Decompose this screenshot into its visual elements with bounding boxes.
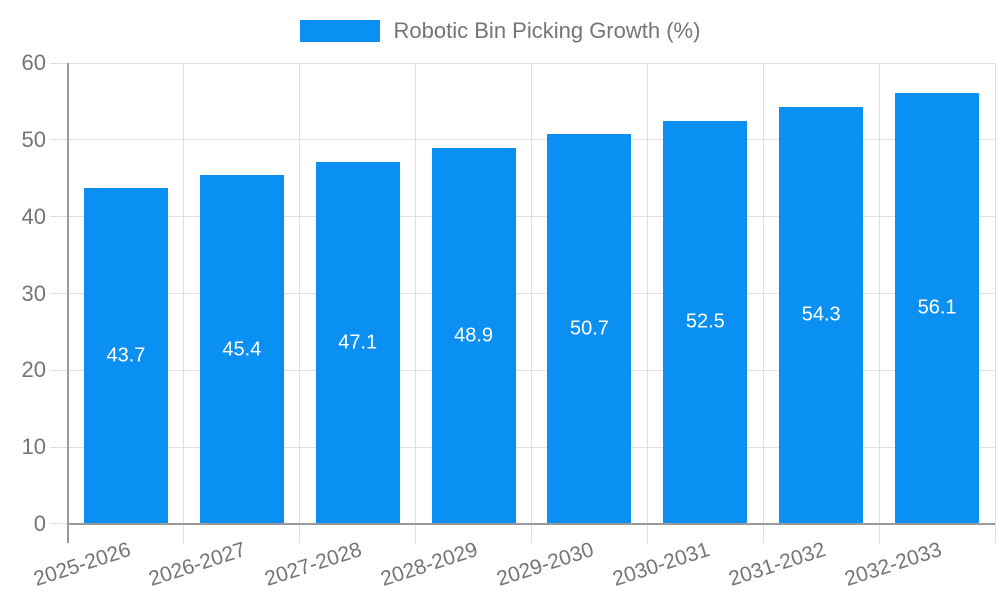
bar[interactable]: 48.9 — [431, 148, 516, 524]
y-tick-label: 0 — [33, 511, 46, 536]
x-axis-line — [68, 523, 995, 525]
bar-value-label: 43.7 — [106, 344, 146, 367]
legend-label: Robotic Bin Picking Growth (%) — [393, 18, 701, 43]
bar[interactable]: 54.3 — [779, 106, 864, 524]
y-axis-line — [67, 63, 69, 543]
bar[interactable]: 47.1 — [315, 162, 400, 524]
gridline-horizontal — [50, 293, 995, 294]
bar-value-label: 56.1 — [917, 296, 957, 319]
x-tick-label: 2029-2030 — [493, 538, 597, 591]
x-tick-label: 2028-2029 — [378, 538, 481, 591]
legend[interactable]: Robotic Bin Picking Growth (%) — [0, 16, 1000, 46]
plot-area: 43.7 45.4 47.1 48.9 50.7 52.5 54.3 56.1 — [50, 62, 996, 543]
gridline-vertical — [183, 63, 185, 543]
bar-value-label: 48.9 — [454, 324, 494, 347]
bar-value-label: 54.3 — [801, 303, 841, 326]
x-axis-tick — [50, 523, 68, 524]
x-tick-label: 2027-2028 — [262, 538, 365, 591]
bar[interactable]: 45.4 — [199, 175, 284, 524]
gridline-horizontal — [50, 62, 995, 64]
gridline-vertical — [531, 63, 532, 543]
gridline-vertical — [994, 63, 996, 543]
y-tick-label: 60 — [21, 50, 46, 75]
gridline-horizontal — [50, 446, 995, 448]
gridline-horizontal — [50, 369, 995, 371]
y-tick-label: 40 — [21, 203, 46, 229]
bar-value-label: 45.4 — [222, 338, 262, 361]
gridline-horizontal — [50, 216, 995, 218]
x-tick-label: 2030-2031 — [609, 538, 713, 591]
legend-swatch[interactable] — [299, 20, 380, 42]
y-tick-label: 20 — [21, 357, 46, 383]
bar[interactable]: 52.5 — [663, 120, 748, 524]
bar-value-label: 47.1 — [338, 331, 378, 354]
bar-value-label: 52.5 — [685, 310, 725, 333]
bar-value-label: 50.7 — [569, 317, 609, 340]
gridline-vertical — [299, 63, 301, 543]
gridline-vertical — [762, 63, 764, 543]
bar[interactable]: 56.1 — [895, 92, 980, 524]
bar[interactable]: 43.7 — [83, 188, 168, 524]
x-tick-label: 2026-2027 — [146, 538, 249, 591]
gridline-horizontal — [50, 139, 995, 141]
x-tick-label: 2025-2026 — [30, 538, 134, 591]
x-tick-label: 2031-2032 — [725, 538, 829, 591]
gridline-vertical — [415, 63, 417, 543]
y-tick-label: 10 — [21, 434, 46, 460]
gridline-vertical — [878, 63, 880, 543]
gridline-vertical — [646, 63, 648, 543]
y-tick-label: 50 — [21, 126, 46, 152]
y-tick-label: 30 — [21, 280, 46, 306]
bar[interactable]: 50.7 — [547, 134, 632, 524]
x-tick-label: 2032-2033 — [841, 538, 945, 591]
